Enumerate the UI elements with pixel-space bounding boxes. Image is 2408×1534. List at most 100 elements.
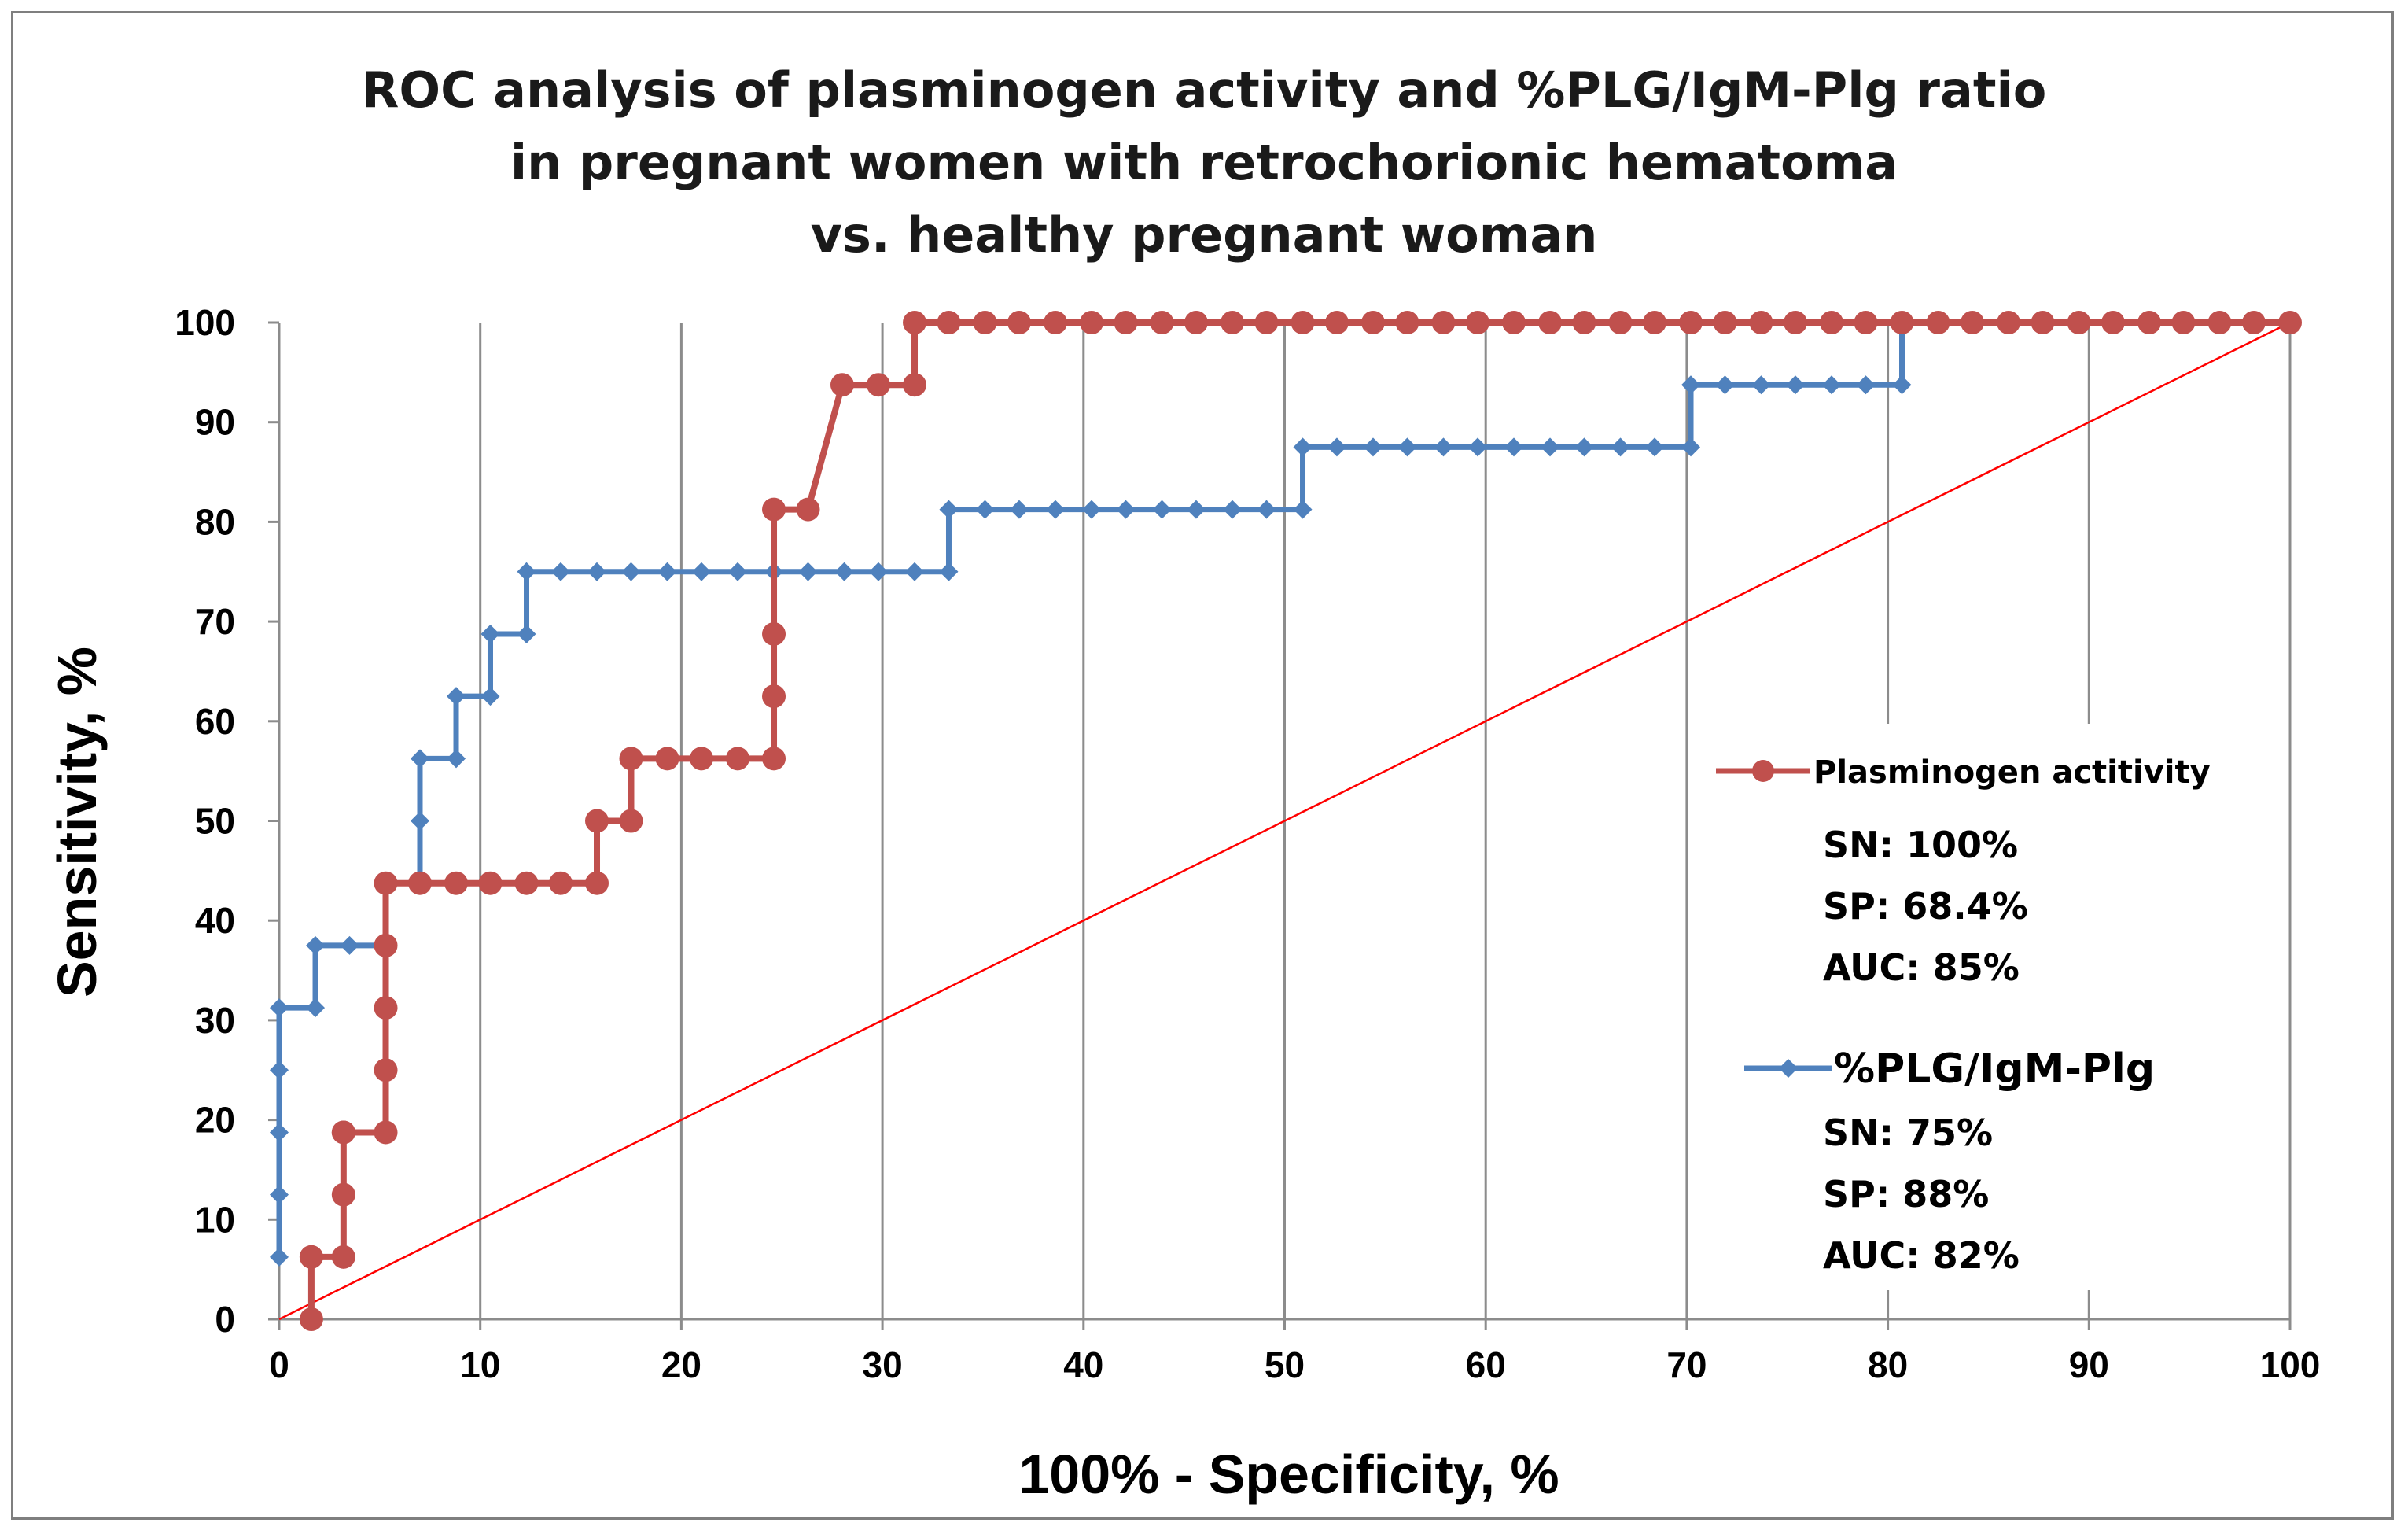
point-plasminogen-53 xyxy=(1642,311,1666,334)
chart-title: ROC analysis of plasminogen activity and… xyxy=(362,61,2047,264)
point-plasminogen-3 xyxy=(331,1245,355,1269)
point-plasminogen-27 xyxy=(762,497,786,522)
point-plg-ratio-3 xyxy=(270,1060,289,1080)
point-plasminogen-44 xyxy=(1324,311,1349,334)
point-plg-ratio-23 xyxy=(657,562,677,581)
point-plasminogen-25 xyxy=(762,684,786,709)
point-plg-ratio-38 xyxy=(1152,500,1172,519)
x-tick-label-0: 0 xyxy=(269,1344,289,1385)
point-plg-ratio-53 xyxy=(1644,437,1664,457)
x-tick-label-70: 70 xyxy=(1666,1344,1707,1385)
point-plasminogen-12 xyxy=(407,871,432,895)
y-tick-label-20: 20 xyxy=(195,1100,235,1141)
chart-title-line-1: ROC analysis of plasminogen activity and… xyxy=(362,61,2047,119)
point-plasminogen-50 xyxy=(1538,311,1563,334)
point-plasminogen-66 xyxy=(2101,311,2125,334)
point-plg-ratio-24 xyxy=(691,562,711,581)
legend-stat-plasminogen-sp: SP: 68.4% xyxy=(1823,885,2028,927)
point-plg-ratio-32 xyxy=(939,500,959,519)
point-plg-ratio-55 xyxy=(1681,375,1701,395)
point-plasminogen-45 xyxy=(1361,311,1386,334)
legend-background xyxy=(1691,724,2273,1290)
point-plg-ratio-5 xyxy=(306,998,326,1018)
point-plg-ratio-25 xyxy=(727,562,747,581)
series-plasminogen xyxy=(299,311,2302,1331)
point-plasminogen-46 xyxy=(1395,311,1419,334)
x-tick-label-60: 60 xyxy=(1466,1344,1506,1385)
point-plg-ratio-61 xyxy=(1892,375,1912,395)
x-tick-label-80: 80 xyxy=(1868,1344,1908,1385)
point-plasminogen-41 xyxy=(1221,311,1245,334)
y-tick-labels: 0 10 20 30 40 50 60 70 80 90 100 xyxy=(175,302,235,1340)
point-plasminogen-33 xyxy=(937,311,961,334)
point-plg-ratio-50 xyxy=(1541,437,1560,457)
x-tick-label-50: 50 xyxy=(1265,1344,1305,1385)
point-plasminogen-55 xyxy=(1713,311,1737,334)
point-plg-ratio-29 xyxy=(868,562,888,581)
legend-label-plasminogen: Plasminogen actitivity xyxy=(1813,754,2211,791)
y-tick-label-0: 0 xyxy=(215,1299,235,1340)
point-plasminogen-20 xyxy=(619,747,643,771)
y-tick-label-30: 30 xyxy=(195,1000,235,1041)
point-plg-ratio-48 xyxy=(1467,437,1487,457)
point-plg-ratio-52 xyxy=(1611,437,1630,457)
point-plasminogen-23 xyxy=(725,747,749,771)
x-tick-labels: 0 10 20 30 40 50 60 70 80 90 100 xyxy=(269,1344,2320,1385)
point-plg-ratio-41 xyxy=(1257,500,1276,519)
legend-label-plg-ratio: %PLG/IgM-Plg xyxy=(1834,1045,2155,1093)
point-plasminogen-34 xyxy=(973,311,997,334)
y-axis-label: Sensitivity, % xyxy=(46,647,108,997)
point-plasminogen-47 xyxy=(1431,311,1456,334)
point-plasminogen-68 xyxy=(2171,311,2196,334)
point-plasminogen-22 xyxy=(689,747,713,771)
point-plasminogen-13 xyxy=(444,871,469,895)
point-plg-ratio-6 xyxy=(306,935,326,955)
y-tick-label-80: 80 xyxy=(195,501,235,542)
point-plg-ratio-16 xyxy=(480,687,500,706)
x-tick-label-40: 40 xyxy=(1063,1344,1103,1385)
point-plg-ratio-0 xyxy=(270,1247,289,1267)
y-tick-label-70: 70 xyxy=(195,601,235,642)
point-plg-ratio-7 xyxy=(340,935,359,955)
point-plasminogen-4 xyxy=(331,1182,355,1207)
point-plasminogen-69 xyxy=(2207,311,2232,334)
point-plg-ratio-19 xyxy=(517,562,536,581)
legend-stat-plasminogen-auc: AUC: 85% xyxy=(1823,946,2020,989)
y-tick-label-10: 10 xyxy=(195,1199,235,1240)
point-plasminogen-18 xyxy=(585,809,609,833)
point-plasminogen-35 xyxy=(1007,311,1031,334)
point-plasminogen-28 xyxy=(796,497,820,522)
chart-title-line-3: vs. healthy pregnant woman xyxy=(811,206,1598,264)
point-plasminogen-56 xyxy=(1749,311,1773,334)
y-tick-label-40: 40 xyxy=(195,900,235,941)
point-plasminogen-36 xyxy=(1044,311,1068,334)
point-plg-ratio-40 xyxy=(1223,500,1243,519)
point-plg-ratio-13 xyxy=(410,749,429,769)
point-plasminogen-7 xyxy=(374,1120,398,1145)
legend-marker-plasminogen xyxy=(1752,760,1774,782)
x-tick-label-90: 90 xyxy=(2069,1344,2109,1385)
point-plasminogen-17 xyxy=(585,871,609,895)
point-plasminogen-51 xyxy=(1572,311,1596,334)
point-plasminogen-38 xyxy=(1114,311,1138,334)
x-tick-label-10: 10 xyxy=(460,1344,500,1385)
point-plasminogen-30 xyxy=(866,373,890,397)
point-plasminogen-39 xyxy=(1150,311,1174,334)
point-plasminogen-11 xyxy=(374,871,398,895)
point-plg-ratio-34 xyxy=(1009,500,1029,519)
point-plasminogen-10 xyxy=(374,933,398,957)
series-line-plasminogen xyxy=(307,319,2290,1319)
point-plg-ratio-58 xyxy=(1785,375,1805,395)
point-plg-ratio-54 xyxy=(1681,437,1701,457)
point-plg-ratio-14 xyxy=(447,749,466,769)
point-plg-ratio-47 xyxy=(1434,437,1453,457)
point-plasminogen-67 xyxy=(2137,311,2162,334)
point-plg-ratio-59 xyxy=(1822,375,1842,395)
point-plasminogen-8 xyxy=(374,1058,398,1082)
x-tick-label-100: 100 xyxy=(2260,1344,2321,1385)
y-tick-label-100: 100 xyxy=(175,302,235,343)
point-plg-ratio-49 xyxy=(1504,437,1523,457)
point-plg-ratio-20 xyxy=(550,562,570,581)
point-plasminogen-58 xyxy=(1820,311,1844,334)
